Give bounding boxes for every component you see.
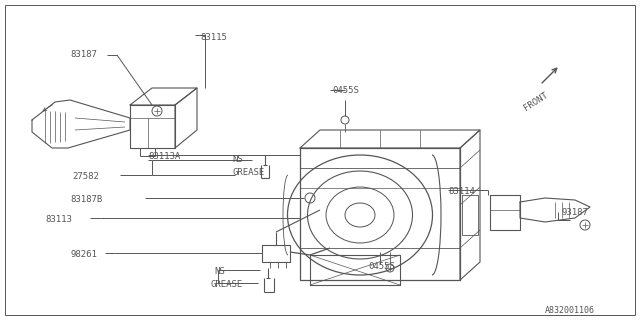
Text: GREASE: GREASE (232, 168, 264, 177)
Text: 27582: 27582 (72, 172, 99, 181)
Text: 0455S: 0455S (368, 262, 395, 271)
Text: 0455S: 0455S (332, 86, 359, 95)
Text: A832001106: A832001106 (545, 306, 595, 315)
Text: 83114: 83114 (448, 187, 475, 196)
Text: 83187B: 83187B (70, 195, 102, 204)
Text: FRONT: FRONT (522, 90, 550, 112)
Text: NS: NS (232, 155, 243, 164)
Text: 83115: 83115 (200, 33, 227, 42)
Text: 93187: 93187 (562, 208, 589, 217)
Text: NS: NS (214, 267, 225, 276)
Text: GREASE: GREASE (210, 280, 243, 289)
Text: 83187: 83187 (70, 50, 97, 59)
Text: 98261: 98261 (70, 250, 97, 259)
Text: 83113: 83113 (45, 215, 72, 224)
Text: 83113A: 83113A (148, 152, 180, 161)
